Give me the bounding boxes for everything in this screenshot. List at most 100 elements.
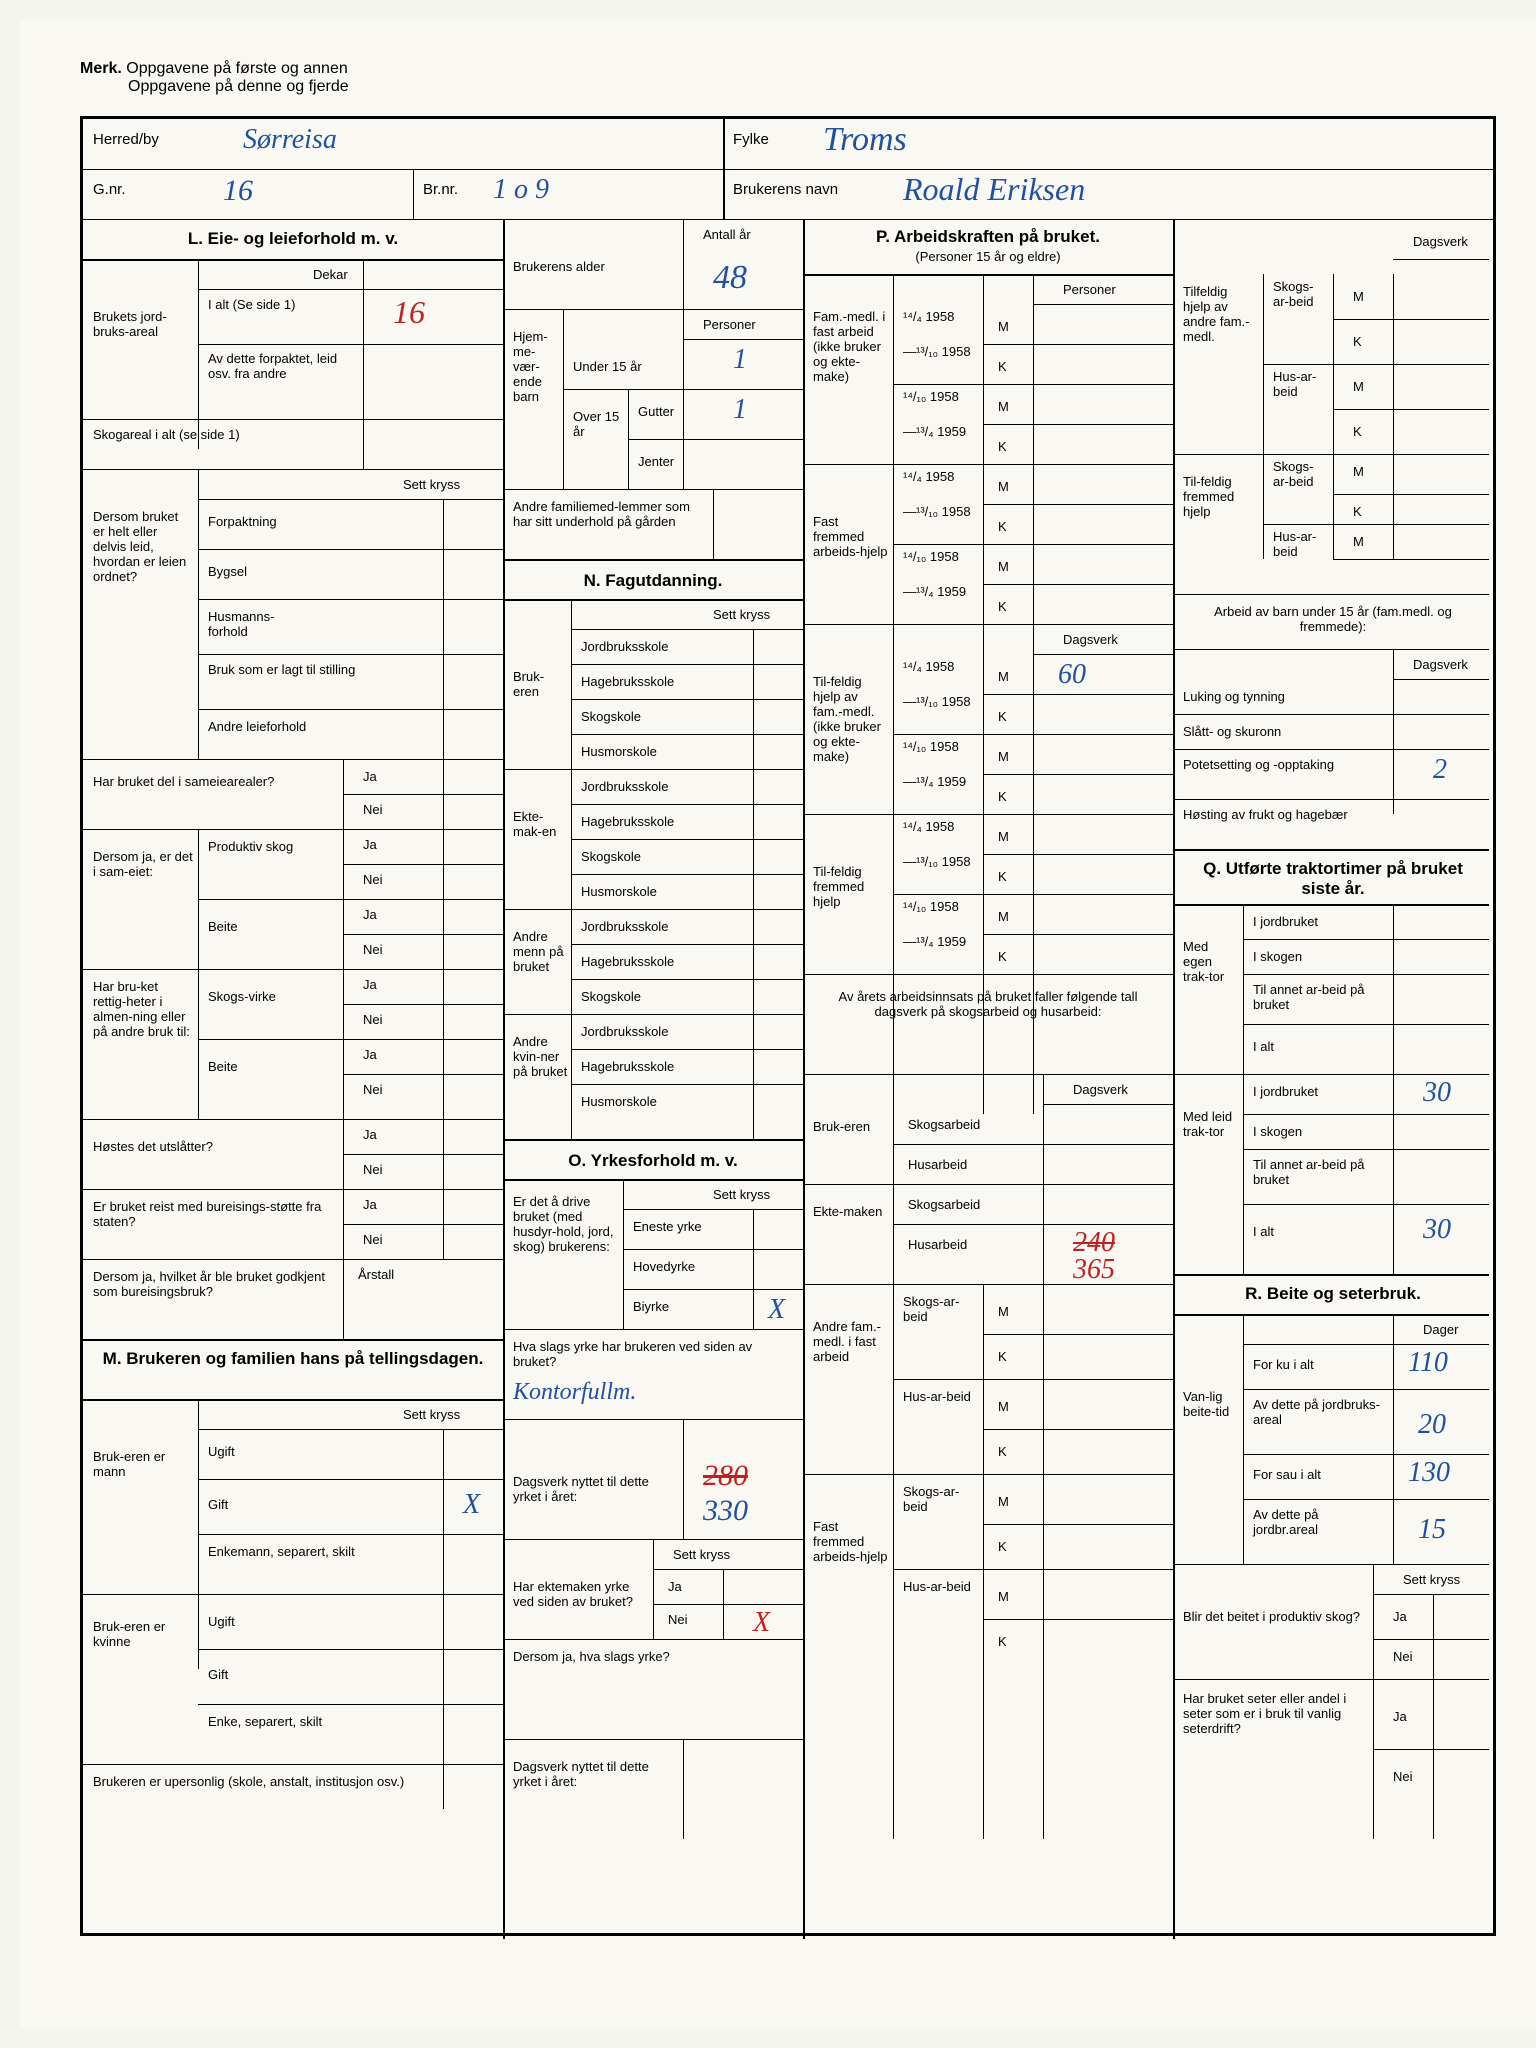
m-15: M: [1353, 464, 1364, 479]
tilfeldig-andre: Tilfeldig hjelp av andre fam.-medl.: [1183, 284, 1258, 344]
dagsverk-nyttet2: Dagsverk nyttet til dette yrket i året:: [513, 1759, 673, 1789]
vanlig-beitetid: Van-lig beite-tid: [1183, 1389, 1238, 1419]
brukeren-kvinne: Bruk-eren er kvinne: [93, 1619, 193, 1649]
hva-slags: Hva slags yrke har brukeren ved siden av…: [513, 1339, 793, 1369]
jordbruk-3: Jordbruksskole: [581, 919, 668, 934]
dersom-label: Dersom bruket er helt eller delvis leid,…: [93, 509, 193, 584]
forpaktning: Forpaktning: [208, 514, 277, 529]
annet-2: Til annet ar-beid på bruket: [1253, 1157, 1383, 1187]
ja-3: Ja: [363, 907, 377, 922]
section-o-title: O. Yrkesforhold m. v.: [513, 1151, 793, 1171]
nei-4: Nei: [363, 1012, 383, 1027]
hus-ar3: Hus-ar-beid: [1273, 369, 1328, 399]
gift-x: X: [463, 1489, 480, 1521]
med-egen: Med egen trak-tor: [1183, 939, 1238, 984]
form-page: Merk. Oppgavene på første og annen Oppga…: [20, 20, 1536, 2028]
k-6: K: [998, 789, 1007, 804]
herred-value: Sørreisa: [243, 124, 337, 156]
dagsverk-value: 330: [703, 1494, 748, 1528]
over15: Over 15 år: [573, 409, 623, 439]
ja-r2: Ja: [1393, 1709, 1407, 1724]
d1-1: ¹⁴/₄ 1958: [903, 309, 973, 324]
d3-1: ¹⁴/₄ 1958: [903, 659, 973, 674]
m-9: M: [998, 1304, 1009, 1319]
husarbeid-value: 365: [1073, 1254, 1115, 1286]
andre-kvinner-n: Andre kvin-ner på bruket: [513, 1034, 568, 1079]
ialt-label: I alt (Se side 1): [208, 297, 348, 312]
m-5: M: [998, 669, 1009, 684]
hus-ar2: Hus-ar-beid: [903, 1579, 973, 1594]
har-bruket-seter: Har bruket seter eller andel i seter som…: [1183, 1691, 1363, 1736]
main-form: Herred/by Sørreisa Fylke Troms G.nr. 16 …: [80, 116, 1496, 1936]
sett-kryss-o2: Sett kryss: [673, 1547, 730, 1562]
m-7: M: [998, 829, 1009, 844]
enkemann: Enkemann, separert, skilt: [208, 1544, 408, 1559]
blir-det-beitet: Blir det beitet i produktiv skog?: [1183, 1609, 1363, 1624]
husmor-4: Husmorskole: [581, 1094, 657, 1109]
brukeren-mann: Bruk-eren er mann: [93, 1449, 193, 1479]
section-p-title: P. Arbeidskraften på bruket.: [813, 227, 1163, 247]
dager: Dager: [1423, 1322, 1458, 1337]
nei-5: Nei: [363, 1082, 383, 1097]
ja-o: Ja: [668, 1579, 682, 1594]
section-p-subtitle: (Personer 15 år og eldre): [813, 249, 1163, 264]
dagsverk-r: Dagsverk: [1413, 234, 1468, 249]
brukerens-navn-value: Roald Eriksen: [903, 171, 1085, 208]
dagsverk-p: Dagsverk: [1063, 632, 1118, 647]
hagebruk-4: Hagebruksskole: [581, 1059, 674, 1074]
nei-6: Nei: [363, 1162, 383, 1177]
bruksom: Bruk som er lagt til stilling: [208, 662, 408, 677]
skogen-2: I skogen: [1253, 1124, 1302, 1139]
d1-3: ¹⁴/₁₀ 1958: [903, 389, 973, 404]
tilfeldig-fremmed2: Til-feldig fremmed hjelp: [1183, 474, 1258, 519]
tilfeldig-fremmed: Til-feldig fremmed hjelp: [813, 864, 888, 909]
eneste-yrke: Eneste yrke: [633, 1219, 702, 1234]
husmor-1: Husmorskole: [581, 744, 657, 759]
for-ku: For ku i alt: [1253, 1357, 1314, 1372]
ja-6: Ja: [363, 1127, 377, 1142]
andre-leie: Andre leieforhold: [208, 719, 358, 734]
gnr-label: G.nr.: [93, 181, 126, 198]
k-9: K: [998, 1349, 1007, 1364]
husarbeid-1: Husarbeid: [908, 1157, 967, 1172]
skogskole-1: Skogskole: [581, 709, 641, 724]
skogsarbeid-2: Skogsarbeid: [908, 1197, 980, 1212]
hjemme: Hjem-me-vær-ende barn: [513, 329, 558, 404]
m-6: M: [998, 749, 1009, 764]
hosting: Høsting av frukt og hagebær: [1183, 807, 1363, 822]
dekar-label: Dekar: [313, 267, 348, 282]
nei-o: Nei: [668, 1612, 688, 1627]
jordbruk-2: Jordbruksskole: [581, 779, 668, 794]
tilfeldig-fam: Til-feldig hjelp av fam.-medl. (ikke bru…: [813, 674, 888, 764]
k-11: K: [998, 1539, 1007, 1554]
brnr-label: Br.nr.: [423, 181, 458, 198]
k-7: K: [998, 869, 1007, 884]
nei-3: Nei: [363, 942, 383, 957]
m-16: M: [1353, 534, 1364, 549]
dersom-ja-hvilket: Dersom ja, hvilket år ble bruket godkjen…: [93, 1269, 333, 1299]
gutter: Gutter: [638, 404, 674, 419]
ialt-1: I alt: [1253, 1039, 1274, 1054]
av-dette-jordbr-value: 15: [1418, 1514, 1446, 1546]
luking: Luking og tynning: [1183, 689, 1285, 704]
m-11: M: [998, 1494, 1009, 1509]
avdette-label: Av dette forpaktet, leid osv. fra andre: [208, 351, 348, 381]
har-ektemaken: Har ektemaken yrke ved siden av bruket?: [513, 1579, 648, 1609]
skogs-ar3: Skogs-ar-beid: [1273, 279, 1328, 309]
for-ku-value: 110: [1408, 1347, 1448, 1379]
beite-1: Beite: [208, 919, 238, 934]
for-sau: For sau i alt: [1253, 1467, 1321, 1482]
k-5: K: [998, 709, 1007, 724]
skogsvirke: Skogs-virke: [208, 989, 308, 1004]
d4-1: ¹⁴/₄ 1958: [903, 819, 973, 834]
for-sau-value: 130: [1408, 1457, 1450, 1489]
andre-menn-n: Andre menn på bruket: [513, 929, 568, 974]
dersom-ja: Dersom ja, er det i sam-eiet:: [93, 849, 193, 879]
hagebruk-2: Hagebruksskole: [581, 814, 674, 829]
section-m-title: M. Brukeren og familien hans på tellings…: [93, 1349, 493, 1369]
nei-1: Nei: [363, 802, 383, 817]
skogareal-label: Skogareal i alt (se side 1): [93, 427, 353, 442]
personer-label: Personer: [703, 317, 756, 332]
ja-r1: Ja: [1393, 1609, 1407, 1624]
sett-kryss-o: Sett kryss: [713, 1187, 770, 1202]
